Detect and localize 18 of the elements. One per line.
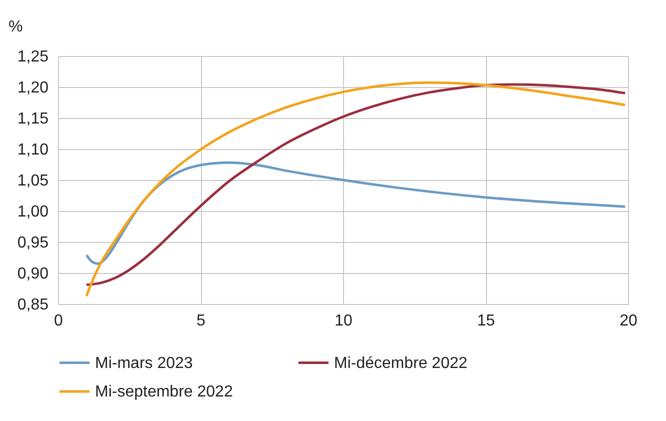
x-tick-label: 10 bbox=[334, 312, 352, 330]
y-tick-label: 1,15 bbox=[17, 110, 49, 128]
legend-label: Mi-décembre 2022 bbox=[334, 354, 468, 372]
y-tick-label: 1,20 bbox=[17, 80, 49, 96]
legend-label: Mi-septembre 2022 bbox=[95, 384, 233, 400]
y-tick-label: 0,90 bbox=[17, 266, 49, 282]
legend-label: Mi-mars 2023 bbox=[95, 354, 193, 372]
y-axis-title: % bbox=[8, 18, 23, 36]
x-tick-label: 15 bbox=[477, 312, 495, 330]
x-tick-label: 0 bbox=[54, 312, 64, 330]
y-tick-label: 1,25 bbox=[17, 48, 49, 66]
x-tick-label: 20 bbox=[620, 312, 638, 330]
y-tick-label: 1,00 bbox=[17, 204, 49, 220]
y-tick-label: 0,95 bbox=[17, 234, 49, 252]
y-tick-label: 1,10 bbox=[17, 142, 49, 158]
x-tick-label: 5 bbox=[196, 312, 206, 330]
y-tick-label: 1,05 bbox=[17, 172, 49, 190]
y-tick-label: 0,85 bbox=[17, 296, 49, 314]
